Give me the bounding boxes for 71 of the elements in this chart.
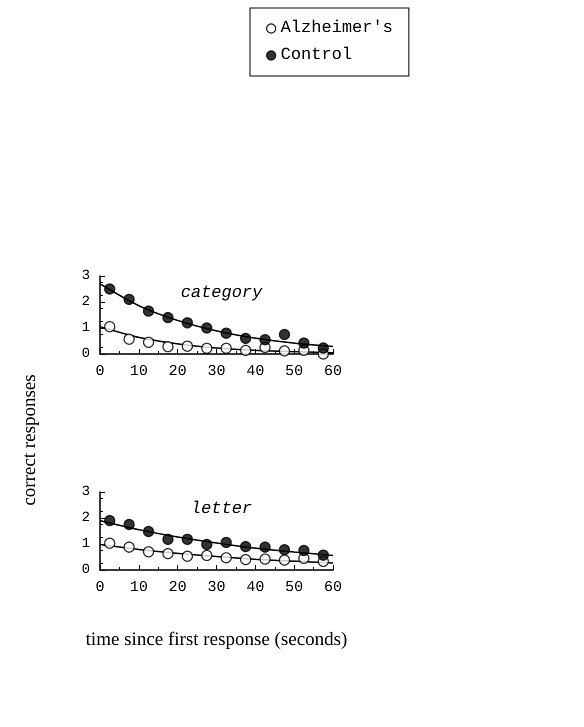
point [142, 546, 154, 558]
point [123, 518, 135, 530]
x-tick-label: 50 [285, 363, 304, 380]
y-tick-label: 1 [82, 536, 90, 552]
point [318, 550, 329, 561]
y-tick-label: 3 [82, 268, 90, 284]
point [123, 294, 135, 306]
point [123, 541, 135, 553]
point [259, 334, 271, 346]
point [220, 328, 232, 339]
point [220, 536, 232, 548]
x-tick-label: 40 [246, 579, 264, 596]
point [162, 534, 174, 545]
point [240, 540, 252, 552]
point [201, 342, 212, 354]
point [278, 554, 290, 566]
point [142, 526, 154, 538]
y-tick-label: 1 [82, 320, 90, 336]
y-axis-title: correct responses [19, 374, 41, 506]
chart-title: letter [190, 500, 252, 519]
x-tick-label: 10 [130, 579, 148, 596]
chart-title: category [180, 284, 264, 303]
point [162, 548, 174, 560]
point [142, 336, 154, 348]
point [104, 538, 116, 549]
point [318, 342, 329, 354]
legend-label: Alzheimer's [280, 19, 393, 38]
point [220, 552, 232, 564]
point [162, 312, 174, 324]
point [104, 283, 116, 295]
point [298, 337, 310, 349]
point [278, 544, 290, 556]
x-tick-label: 20 [168, 579, 187, 596]
point [278, 345, 290, 357]
point [240, 332, 252, 344]
point [259, 553, 271, 565]
point [298, 544, 310, 556]
point [201, 550, 212, 562]
point [182, 550, 194, 562]
x-tick-label: 20 [168, 363, 187, 380]
legend-label: Control [280, 46, 352, 65]
point [104, 321, 116, 332]
x-tick-label: 0 [95, 363, 105, 380]
point [182, 317, 194, 328]
point [220, 342, 232, 354]
point [240, 554, 252, 566]
point [278, 328, 290, 340]
point [123, 334, 135, 345]
y-tick-label: 2 [82, 294, 90, 310]
point [182, 340, 194, 352]
x-tick-label: 60 [324, 579, 342, 596]
point [182, 534, 194, 545]
point [142, 305, 154, 317]
y-tick-label: 0 [82, 346, 90, 362]
point [104, 514, 116, 526]
x-tick-label: 0 [95, 579, 105, 596]
point [240, 344, 252, 356]
point [162, 341, 174, 352]
x-tick-label: 30 [207, 579, 226, 596]
point [259, 541, 271, 553]
x-tick-label: 60 [324, 363, 342, 380]
x-tick-label: 50 [285, 579, 304, 596]
y-tick-label: 0 [82, 562, 90, 578]
x-axis-title: time since first response (seconds) [86, 629, 348, 650]
point [201, 538, 212, 550]
x-tick-label: 10 [130, 363, 148, 380]
y-tick-label: 3 [82, 484, 90, 500]
point [201, 322, 212, 334]
x-tick-label: 30 [207, 363, 226, 380]
y-tick-label: 2 [82, 510, 90, 526]
x-tick-label: 40 [246, 363, 264, 380]
